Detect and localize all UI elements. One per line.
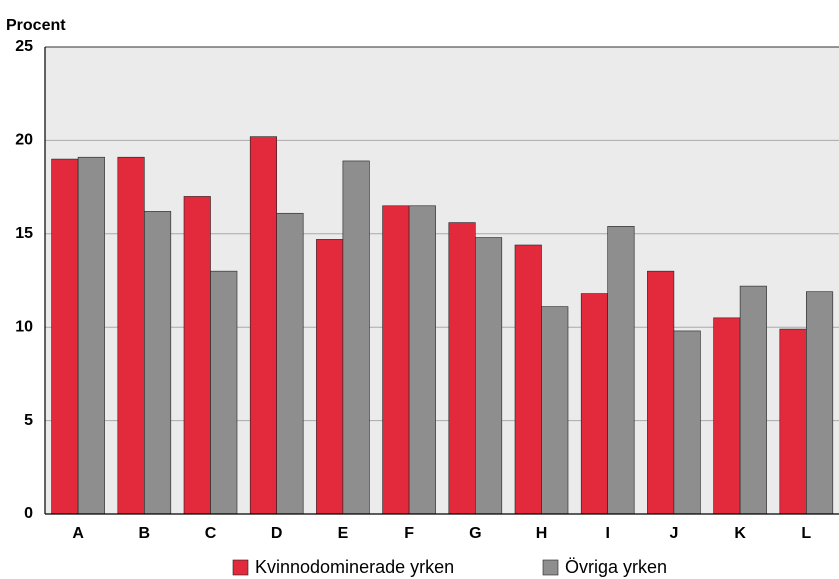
bar [117, 156, 145, 515]
x-tick-label: K [734, 525, 746, 542]
x-tick-label: A [72, 525, 84, 542]
y-tick-label: 20 [15, 132, 33, 149]
bar [342, 160, 370, 515]
bar [448, 222, 476, 515]
y-tick-label: 15 [15, 225, 33, 242]
x-tick-label: J [669, 525, 678, 542]
bar [408, 205, 436, 515]
x-tick-label: H [536, 525, 548, 542]
bar [779, 328, 807, 515]
x-tick-label: F [404, 525, 414, 542]
y-tick-label: 10 [15, 318, 33, 335]
y-tick-label: 0 [24, 505, 33, 522]
bar [607, 226, 635, 515]
y-axis-label: Procent [6, 17, 66, 34]
bar [474, 237, 503, 515]
bar [316, 239, 344, 515]
x-tick-label: I [605, 525, 609, 542]
x-tick-label: L [801, 525, 811, 542]
x-tick-label: B [139, 525, 151, 542]
x-tick-label: D [271, 525, 283, 542]
bar [77, 156, 105, 515]
bar [713, 317, 741, 515]
bar [739, 285, 767, 515]
bar [805, 291, 834, 515]
bar [144, 211, 172, 515]
plot-background [45, 47, 839, 514]
bar [541, 306, 569, 515]
legend-label: Övriga yrken [565, 557, 667, 577]
bar [183, 196, 211, 515]
x-tick-label: C [205, 525, 217, 542]
x-tick-label: E [338, 525, 349, 542]
bar [673, 330, 701, 515]
legend-label: Kvinnodominerade yrken [255, 557, 454, 577]
y-tick-label: 25 [15, 38, 33, 55]
bar [276, 212, 304, 515]
y-tick-label: 5 [24, 412, 33, 429]
bar [647, 270, 675, 515]
x-tick-label: G [469, 525, 481, 542]
bar [249, 136, 277, 515]
bar [210, 270, 238, 515]
bar [382, 205, 410, 515]
legend-swatch [542, 559, 559, 576]
legend-swatch [232, 559, 249, 576]
bar [514, 244, 542, 515]
bar [580, 293, 609, 515]
bar [51, 158, 79, 515]
